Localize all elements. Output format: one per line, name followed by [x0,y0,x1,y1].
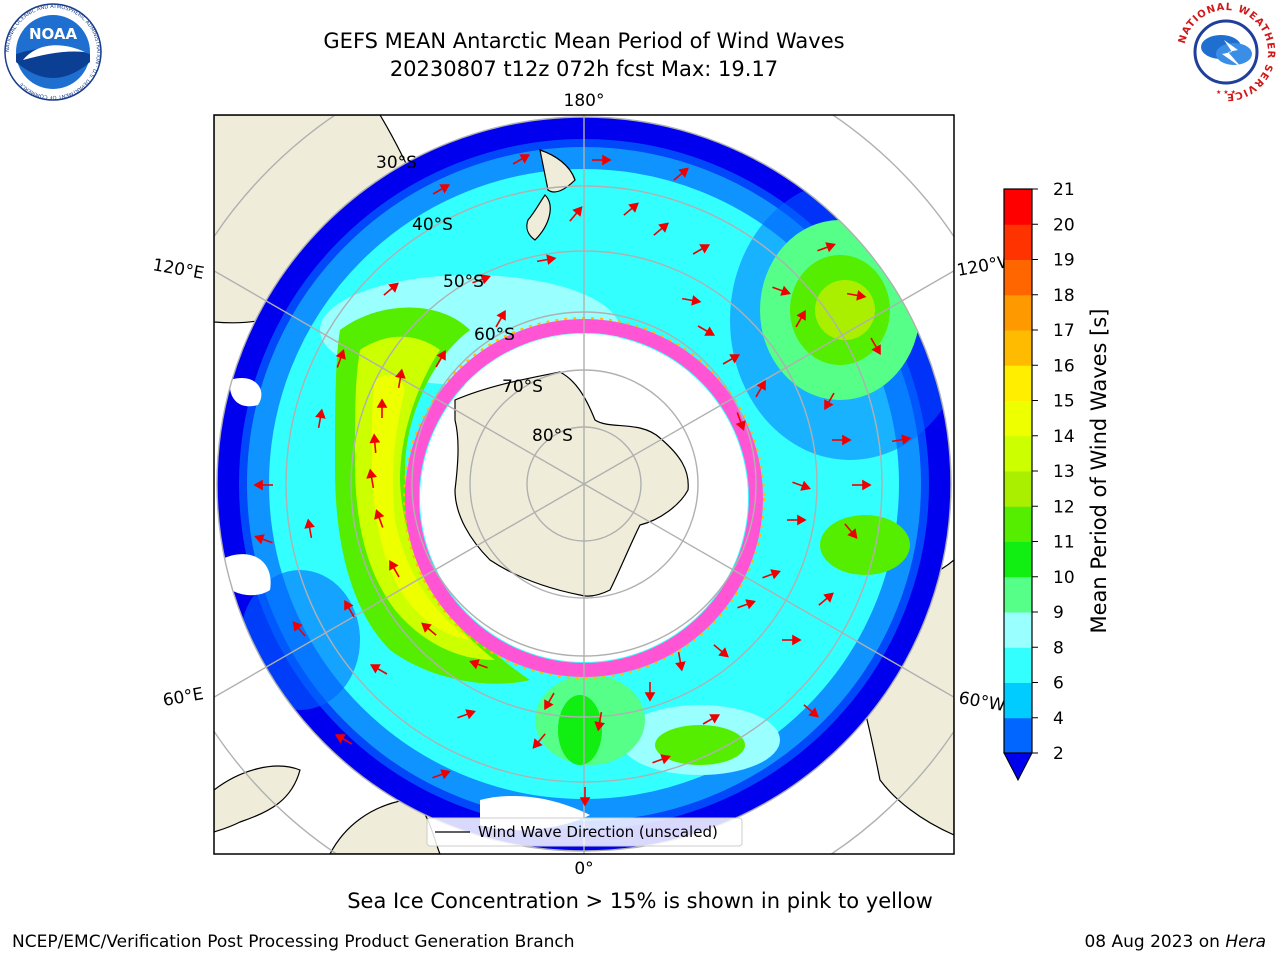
colorbar-band [1004,224,1032,260]
noaa-logo: NATIONAL OCEANIC AND ATMOSPHERIC ADMINIS… [3,2,103,106]
colorbar-under-arrow [1003,752,1033,782]
colorbar-tick-label: 19 [1053,251,1075,271]
lat-label-30s: 30°S [376,153,417,173]
colorbar-tick-label: 11 [1053,533,1075,553]
wind-wave-arrows [253,154,912,807]
colorbar-tick-label: 14 [1053,427,1075,447]
antarctica-land [454,371,689,597]
colorbar-band [1004,647,1032,683]
lon-label-180: 180° [564,91,605,111]
footer-machine: Hera [1225,932,1266,952]
lon-label-60e: 60°E [161,684,205,711]
colorbar-band [1004,365,1032,401]
colorbar-tick-label: 2 [1053,744,1064,764]
colorbar-band [1004,259,1032,296]
colorbar-tick-label: 13 [1053,462,1075,482]
colorbar-band [1004,506,1032,542]
colorbar-band [1004,541,1032,578]
colorbar-band [1004,294,1032,331]
colorbar-tick-label: 10 [1053,568,1075,588]
title-line-1: GEFS MEAN Antarctic Mean Period of Wind … [323,29,845,53]
colorbar-band [1004,612,1032,648]
colorbar-tick-label: 17 [1053,321,1075,341]
lon-label-60w: 60°W [957,688,1007,716]
colorbar-band [1004,189,1032,225]
colorbar-band [1004,471,1032,507]
lon-label-0: 0° [574,859,593,879]
lat-label-70s: 70°S [502,377,543,397]
latitude-labels: 30°S 40°S 50°S 60°S 70°S 80°S [376,153,573,446]
colorbar-tick-label: 16 [1053,356,1075,376]
colorbar-band [1004,682,1032,719]
colorbar-tick-label: 20 [1053,215,1075,235]
footer-date: 08 Aug 2023 on Hera [1084,932,1266,952]
colorbar-tick-label: 4 [1053,709,1064,729]
sea-ice-note: Sea Ice Concentration > 15% is shown in … [347,889,933,913]
colorbar-band [1004,400,1032,437]
colorbar-label: Mean Period of Wind Waves [s] [1087,309,1111,634]
svg-text:NOAA: NOAA [29,25,78,43]
lon-label-120e: 120°E [151,255,205,284]
legend-label: Wind Wave Direction (unscaled) [478,823,718,841]
lat-label-50s: 50°S [443,272,484,292]
colorbar-band [1004,435,1032,472]
title-line-2: 20230807 t12z 072h fcst Max: 19.17 [389,57,779,81]
colorbar-band [1004,576,1032,613]
footer-credit: NCEP/EMC/Verification Post Processing Pr… [12,932,575,952]
colorbar: 2 4 6 8 9 10 11 12 13 14 15 16 17 18 19 20 21 Mean Perio… [1003,180,1111,782]
colorbar-tick-label: 9 [1053,603,1064,623]
lat-label-40s: 40°S [412,215,453,235]
svg-text:★ ★ ★: ★ ★ ★ [1216,89,1236,96]
colorbar-tick-label: 15 [1053,392,1075,412]
colorbar-band [1004,330,1032,366]
new-zealand-land [526,149,576,241]
colorbar-tick-label: 12 [1053,497,1075,517]
map-legend: Wind Wave Direction (unscaled) [426,817,743,847]
colorbar-tick-label: 18 [1053,286,1075,306]
lat-label-60s: 60°S [474,325,515,345]
nws-logo: NATIONAL WEATHER SERVICE ★ ★ ★ [1176,2,1276,106]
graticule [214,115,954,854]
colorbar-tick-label: 8 [1053,638,1064,658]
map-frame [213,114,955,855]
colorbar-tick-label: 6 [1053,674,1064,694]
colorbar-band [1004,717,1032,754]
lat-label-80s: 80°S [532,426,573,446]
colorbar-tick-label: 21 [1053,180,1075,200]
